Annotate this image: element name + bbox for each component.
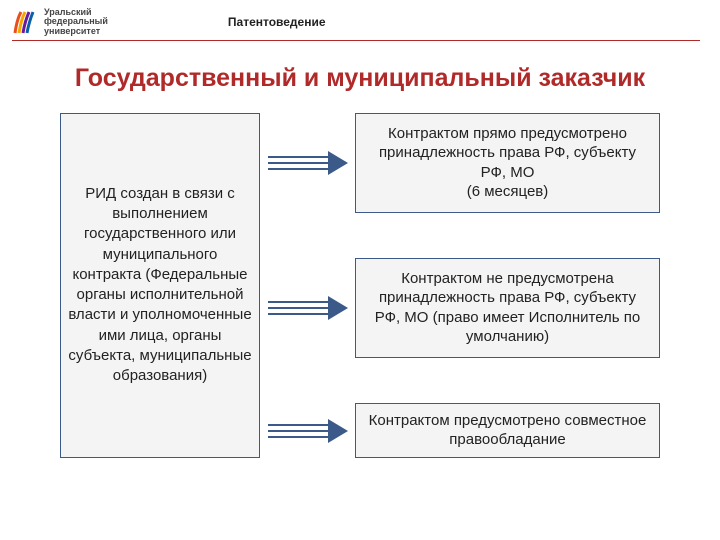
diagram: РИД создан в связи с выполнением государ… — [0, 113, 720, 473]
arrow-icon — [268, 419, 348, 443]
outcome-box: Контрактом предусмотрено совместное прав… — [355, 403, 660, 458]
outcome-box-text: Контрактом прямо предусмотрено принадлеж… — [366, 124, 649, 202]
header-rule — [12, 40, 700, 41]
logo-icon — [12, 9, 38, 35]
source-box: РИД создан в связи с выполнением государ… — [60, 113, 260, 458]
outcome-box-text: Контрактом предусмотрено совместное прав… — [366, 411, 649, 450]
header: Уральский федеральный университет Патент… — [0, 0, 720, 40]
logo-text-line: университет — [44, 27, 108, 36]
outcome-box: Контрактом не предусмотрена принадлежнос… — [355, 258, 660, 358]
page-title: Государственный и муниципальный заказчик — [40, 63, 680, 94]
arrow-icon — [268, 151, 348, 175]
arrow-icon — [268, 296, 348, 320]
logo-text: Уральский федеральный университет — [44, 8, 108, 36]
source-box-text: РИД создан в связи с выполнением государ… — [67, 184, 253, 387]
outcome-box-text: Контрактом не предусмотрена принадлежнос… — [366, 269, 649, 347]
outcome-box: Контрактом прямо предусмотрено принадлеж… — [355, 113, 660, 213]
header-subject: Патентоведение — [228, 15, 326, 29]
